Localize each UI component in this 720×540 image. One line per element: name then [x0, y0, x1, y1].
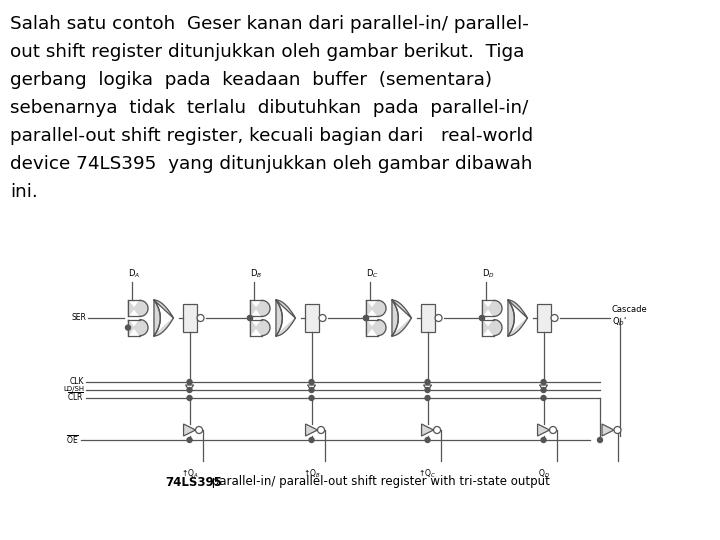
- Text: D$_B$: D$_B$: [250, 267, 262, 280]
- Circle shape: [319, 314, 326, 321]
- FancyBboxPatch shape: [305, 304, 318, 332]
- Circle shape: [425, 388, 430, 393]
- Text: device 74LS395  yang ditunjukkan oleh gambar dibawah: device 74LS395 yang ditunjukkan oleh gam…: [10, 155, 533, 173]
- Circle shape: [187, 437, 192, 442]
- Polygon shape: [186, 385, 194, 391]
- Circle shape: [598, 437, 603, 442]
- Circle shape: [541, 395, 546, 401]
- Circle shape: [309, 388, 314, 393]
- Polygon shape: [482, 300, 502, 316]
- Text: Q$_D$': Q$_D$': [612, 316, 627, 328]
- Text: Salah satu contoh  Geser kanan dari parallel-in/ parallel-: Salah satu contoh Geser kanan dari paral…: [10, 15, 529, 33]
- Text: Q$_D$: Q$_D$: [538, 468, 549, 481]
- Text: ↑Q$_C$: ↑Q$_C$: [418, 468, 436, 481]
- Text: 74LS395: 74LS395: [165, 476, 222, 489]
- Text: SER: SER: [71, 314, 86, 322]
- Polygon shape: [184, 424, 196, 436]
- Polygon shape: [482, 320, 502, 335]
- Circle shape: [364, 315, 369, 321]
- Text: gerbang  logika  pada  keadaan  buffer  (sementara): gerbang logika pada keadaan buffer (seme…: [10, 71, 492, 89]
- Polygon shape: [154, 300, 174, 336]
- Circle shape: [248, 315, 253, 321]
- Polygon shape: [392, 300, 411, 336]
- Circle shape: [309, 437, 314, 442]
- Circle shape: [541, 388, 546, 393]
- Circle shape: [425, 437, 430, 442]
- Circle shape: [480, 315, 485, 321]
- Polygon shape: [539, 385, 547, 391]
- Polygon shape: [602, 424, 614, 436]
- Text: D$_D$: D$_D$: [482, 267, 495, 280]
- Circle shape: [549, 427, 557, 434]
- Polygon shape: [423, 385, 431, 391]
- Circle shape: [435, 314, 442, 321]
- FancyBboxPatch shape: [536, 304, 551, 332]
- Polygon shape: [128, 320, 148, 335]
- Circle shape: [364, 315, 369, 321]
- Polygon shape: [250, 300, 270, 316]
- Text: ↑Q$_A$: ↑Q$_A$: [181, 468, 199, 481]
- FancyBboxPatch shape: [183, 304, 197, 332]
- Polygon shape: [128, 300, 148, 316]
- Circle shape: [196, 427, 202, 434]
- Text: parallel-out shift register, kecuali bagian dari   real-world: parallel-out shift register, kecuali bag…: [10, 127, 533, 145]
- Circle shape: [425, 380, 430, 384]
- Circle shape: [248, 315, 253, 321]
- Polygon shape: [421, 424, 433, 436]
- Circle shape: [309, 380, 314, 384]
- Circle shape: [425, 395, 430, 401]
- Polygon shape: [366, 320, 386, 335]
- Circle shape: [480, 315, 485, 321]
- Text: CLK: CLK: [70, 376, 84, 386]
- Polygon shape: [250, 320, 270, 335]
- Circle shape: [197, 314, 204, 321]
- Circle shape: [309, 395, 314, 401]
- Text: Cascade: Cascade: [612, 306, 648, 314]
- FancyBboxPatch shape: [420, 304, 435, 332]
- Polygon shape: [508, 300, 527, 336]
- Text: LD/SH: LD/SH: [63, 386, 84, 392]
- Text: $\overline{\mathrm{OE}}$: $\overline{\mathrm{OE}}$: [66, 434, 79, 446]
- Polygon shape: [538, 424, 549, 436]
- Polygon shape: [366, 300, 386, 316]
- Circle shape: [541, 380, 546, 384]
- Circle shape: [187, 388, 192, 393]
- Circle shape: [318, 427, 325, 434]
- Text: D$_C$: D$_C$: [366, 267, 379, 280]
- Text: ↑Q$_B$: ↑Q$_B$: [302, 468, 320, 481]
- Text: parallel-in/ parallel-out shift register with tri-state output: parallel-in/ parallel-out shift register…: [208, 476, 550, 489]
- Polygon shape: [307, 385, 315, 391]
- Circle shape: [187, 380, 192, 384]
- Circle shape: [433, 427, 441, 434]
- Circle shape: [614, 427, 621, 434]
- Text: $\overline{\mathrm{CLR}}$: $\overline{\mathrm{CLR}}$: [67, 391, 84, 403]
- Polygon shape: [305, 424, 318, 436]
- Circle shape: [125, 325, 130, 330]
- Text: sebenarnya  tidak  terlalu  dibutuhkan  pada  parallel-in/: sebenarnya tidak terlalu dibutuhkan pada…: [10, 99, 528, 117]
- Circle shape: [541, 437, 546, 442]
- Circle shape: [187, 395, 192, 401]
- Text: ini.: ini.: [10, 183, 37, 201]
- Text: out shift register ditunjukkan oleh gambar berikut.  Tiga: out shift register ditunjukkan oleh gamb…: [10, 43, 524, 61]
- Text: D$_A$: D$_A$: [128, 267, 140, 280]
- Circle shape: [551, 314, 558, 321]
- Polygon shape: [276, 300, 295, 336]
